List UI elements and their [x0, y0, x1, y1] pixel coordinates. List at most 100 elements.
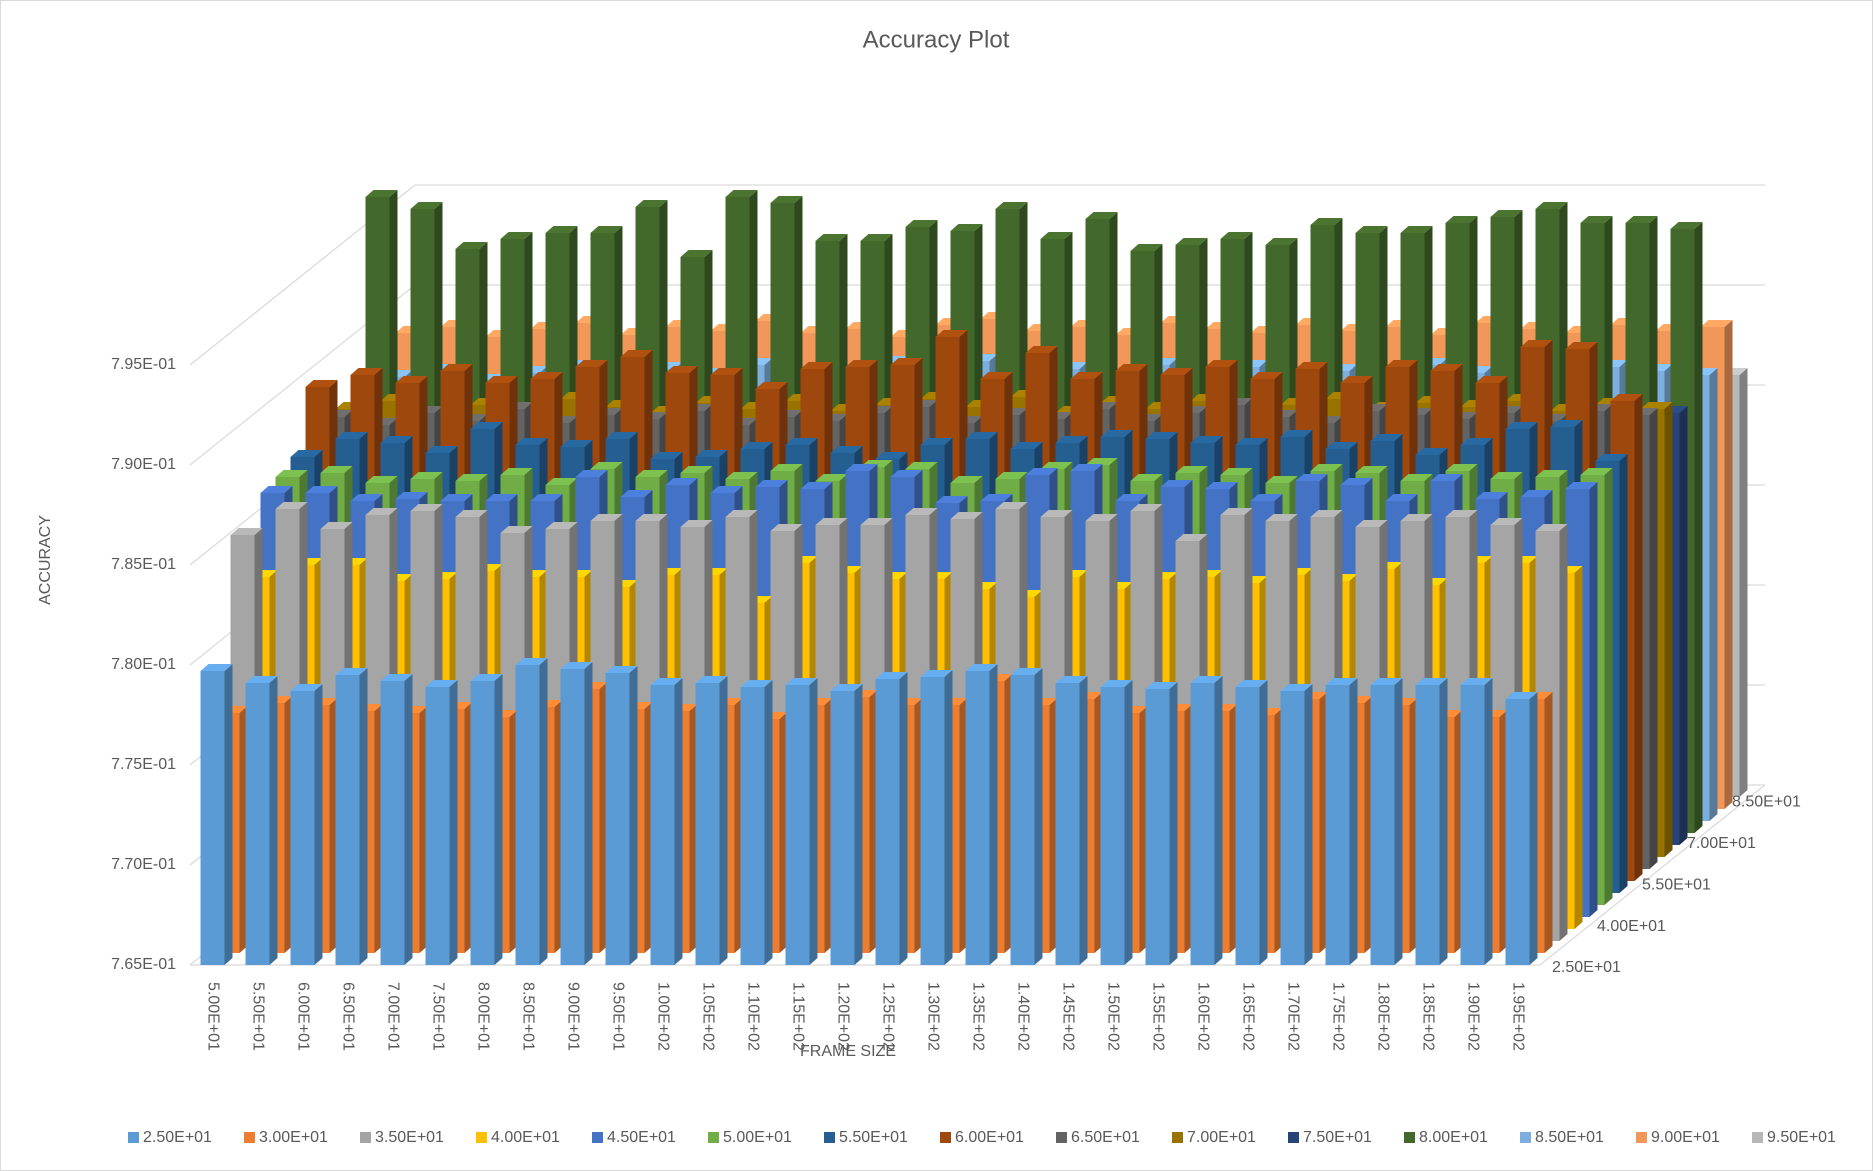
- y-tick-label: 7.70E-01: [111, 856, 176, 873]
- bar: [785, 678, 818, 965]
- bar-top: [1400, 474, 1433, 481]
- bar-top: [830, 446, 863, 453]
- bar-top: [950, 512, 983, 519]
- x-tick-label: 1.40E+02: [1014, 982, 1031, 1051]
- legend-label: 3.50E+01: [375, 1129, 444, 1146]
- bar-top: [1115, 494, 1148, 501]
- bar-top: [770, 524, 803, 531]
- bar-top: [560, 662, 593, 669]
- bar-side: [1304, 684, 1313, 965]
- bar-top: [1055, 436, 1088, 443]
- bar-side: [1634, 394, 1643, 881]
- bar-top: [1505, 692, 1538, 699]
- bar-side: [584, 662, 593, 965]
- bar: [1055, 676, 1088, 965]
- bar-top: [740, 442, 773, 449]
- y-tick-label: 7.95E-01: [111, 356, 176, 373]
- bar-top: [1355, 520, 1388, 527]
- x-tick-label: 9.50E+01: [609, 982, 626, 1051]
- bar-top: [1220, 508, 1253, 515]
- bar-top: [1115, 364, 1148, 371]
- x-tick-label: 1.80E+02: [1374, 982, 1391, 1051]
- bar-top: [1490, 472, 1523, 479]
- bar-top: [830, 684, 863, 691]
- bar-top: [635, 514, 668, 521]
- x-tick-label: 7.50E+01: [429, 982, 446, 1051]
- bar-side: [1394, 678, 1403, 965]
- legend-label: 7.50E+01: [1303, 1129, 1372, 1146]
- bar-front: [1415, 685, 1440, 965]
- legend-label: 6.50E+01: [1071, 1129, 1140, 1146]
- bar-top: [1610, 394, 1643, 401]
- bar-front: [1370, 685, 1395, 965]
- x-tick-label: 1.35E+02: [969, 982, 986, 1051]
- bar-top: [995, 202, 1028, 209]
- bar-top: [1130, 504, 1163, 511]
- bar-side: [539, 658, 548, 965]
- bar-top: [230, 528, 263, 535]
- bar-top: [1445, 464, 1478, 471]
- bar: [965, 664, 998, 965]
- bar-side: [629, 666, 638, 965]
- bar-top: [860, 234, 893, 241]
- bar: [740, 680, 773, 965]
- bar-top: [1040, 462, 1073, 469]
- bar-front: [1235, 687, 1260, 965]
- bar-side: [1724, 320, 1733, 809]
- bar-side: [1439, 678, 1448, 965]
- bar-top: [1700, 320, 1733, 327]
- bar: [515, 658, 548, 965]
- bar-top: [440, 364, 473, 371]
- bar-top: [1415, 448, 1448, 455]
- bar-top: [1265, 514, 1298, 521]
- bar: [380, 674, 413, 965]
- bar-top: [1100, 430, 1133, 437]
- bar-top: [995, 472, 1028, 479]
- bar-top: [485, 376, 518, 383]
- bar-top: [1085, 458, 1118, 465]
- bar-top: [575, 360, 608, 367]
- bar-side: [404, 674, 413, 965]
- z-tick-label: 7.00E+01: [1687, 835, 1756, 852]
- bar-top: [335, 432, 368, 439]
- bar-top: [1250, 494, 1283, 501]
- y-tick-label: 7.90E-01: [111, 456, 176, 473]
- bar: [1145, 682, 1178, 965]
- bar: [1010, 668, 1043, 965]
- bar-top: [680, 466, 713, 473]
- bar: [1235, 680, 1268, 965]
- bar-front: [1010, 675, 1035, 965]
- bar-front: [515, 665, 540, 965]
- bar-top: [470, 674, 503, 681]
- bar-top: [1370, 678, 1403, 685]
- y-tick-label: 7.65E-01: [111, 956, 176, 973]
- bar-top: [650, 678, 683, 685]
- bar-top: [1085, 514, 1118, 521]
- bar-side: [1739, 368, 1748, 797]
- bar-top: [770, 464, 803, 471]
- bar: [1505, 692, 1538, 965]
- bar-top: [815, 474, 848, 481]
- bar-side: [1214, 676, 1223, 965]
- bar-top: [575, 470, 608, 477]
- bar-top: [320, 522, 353, 529]
- bar-front: [1460, 685, 1485, 965]
- bar-side: [449, 680, 458, 965]
- bar-top: [815, 234, 848, 241]
- bar-top: [605, 432, 638, 439]
- bar-front: [1325, 685, 1350, 965]
- legend-swatch: [1056, 1132, 1067, 1143]
- bar-side: [899, 672, 908, 965]
- bar-top: [425, 446, 458, 453]
- bar-top: [680, 520, 713, 527]
- bar-top: [1265, 476, 1298, 483]
- bar-top: [545, 478, 578, 485]
- bar-front: [740, 687, 765, 965]
- bar: [290, 684, 323, 965]
- x-axis-title: FRAME SIZE: [800, 1043, 896, 1060]
- bar-top: [365, 476, 398, 483]
- legend-label: 4.00E+01: [491, 1129, 560, 1146]
- bar-top: [470, 422, 503, 429]
- bar-top: [1415, 678, 1448, 685]
- bar-side: [1559, 524, 1568, 941]
